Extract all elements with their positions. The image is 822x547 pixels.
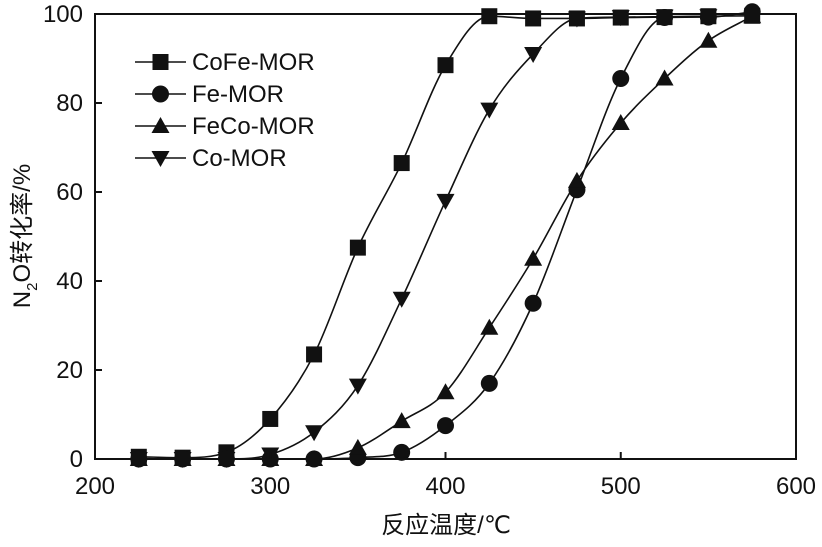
legend-marker-co-mor bbox=[151, 151, 170, 167]
x-tick-label-600: 600 bbox=[776, 473, 816, 500]
legend-marker-cofe-mor bbox=[152, 54, 169, 70]
data-point-cofe-mor-350 bbox=[349, 239, 366, 256]
data-point-feco-mor-475 bbox=[567, 171, 586, 188]
data-point-fe-mor-375 bbox=[393, 443, 411, 461]
data-point-feco-mor-375 bbox=[392, 412, 411, 429]
x-tick-label-400: 400 bbox=[425, 473, 465, 500]
y-tick-label-80: 80 bbox=[56, 90, 83, 117]
data-point-cofe-mor-450 bbox=[525, 10, 542, 27]
data-point-co-mor-475 bbox=[567, 11, 586, 28]
x-tick-label-200: 200 bbox=[75, 473, 115, 500]
x-tick-label-500: 500 bbox=[601, 473, 641, 500]
legend-label-co-mor: Co-MOR bbox=[192, 145, 287, 172]
data-point-fe-mor-425 bbox=[480, 374, 498, 392]
data-point-cofe-mor-375 bbox=[393, 155, 410, 172]
data-point-feco-mor-575 bbox=[743, 7, 762, 24]
data-point-co-mor-450 bbox=[524, 47, 543, 64]
legend: CoFe-MOR Fe-MOR FeCo-MOR Co-MOR bbox=[135, 49, 315, 172]
y-axis-title: N2O转化率/% bbox=[9, 164, 41, 308]
data-point-feco-mor-450 bbox=[524, 249, 543, 266]
data-point-feco-mor-525 bbox=[655, 69, 674, 86]
data-point-feco-mor-350 bbox=[348, 438, 367, 455]
legend-marker-feco-mor bbox=[151, 117, 170, 133]
y-axis-title-post: O转化率/% bbox=[9, 164, 36, 283]
data-point-feco-mor-400 bbox=[436, 383, 455, 400]
y-tick-label-40: 40 bbox=[56, 268, 83, 295]
legend-label-fe-mor: Fe-MOR bbox=[192, 81, 284, 108]
y-axis-title-sub: 2 bbox=[24, 283, 41, 291]
x-tick-label-300: 300 bbox=[250, 473, 290, 500]
data-point-feco-mor-425 bbox=[480, 318, 499, 335]
y-tick-label-100: 100 bbox=[43, 1, 83, 28]
legend-label-feco-mor: FeCo-MOR bbox=[192, 113, 315, 140]
y-tick-label-0: 0 bbox=[70, 446, 83, 473]
data-point-co-mor-425 bbox=[480, 102, 499, 119]
y-tick-label-60: 60 bbox=[56, 179, 83, 206]
data-point-cofe-mor-300 bbox=[262, 410, 279, 427]
data-point-fe-mor-450 bbox=[524, 294, 542, 312]
data-point-feco-mor-550 bbox=[699, 31, 718, 48]
axes: 200 300 400 500 600 0 20 40 60 80 100 bbox=[43, 1, 816, 500]
data-point-co-mor-350 bbox=[348, 378, 367, 395]
data-point-cofe-mor-425 bbox=[481, 8, 498, 25]
y-axis-title-pre: N bbox=[9, 291, 36, 308]
data-point-cofe-mor-325 bbox=[306, 346, 323, 363]
data-point-cofe-mor-400 bbox=[437, 57, 454, 74]
x-axis-title: 反应温度/℃ bbox=[381, 512, 511, 539]
y-tick-label-20: 20 bbox=[56, 357, 83, 384]
data-point-fe-mor-500 bbox=[612, 70, 630, 88]
data-point-co-mor-400 bbox=[436, 193, 455, 210]
legend-label-cofe-mor: CoFe-MOR bbox=[192, 49, 315, 76]
data-point-co-mor-325 bbox=[305, 425, 324, 442]
legend-marker-fe-mor bbox=[152, 85, 169, 103]
data-point-feco-mor-500 bbox=[611, 114, 630, 131]
data-point-co-mor-375 bbox=[392, 291, 411, 308]
data-point-fe-mor-400 bbox=[437, 417, 454, 435]
